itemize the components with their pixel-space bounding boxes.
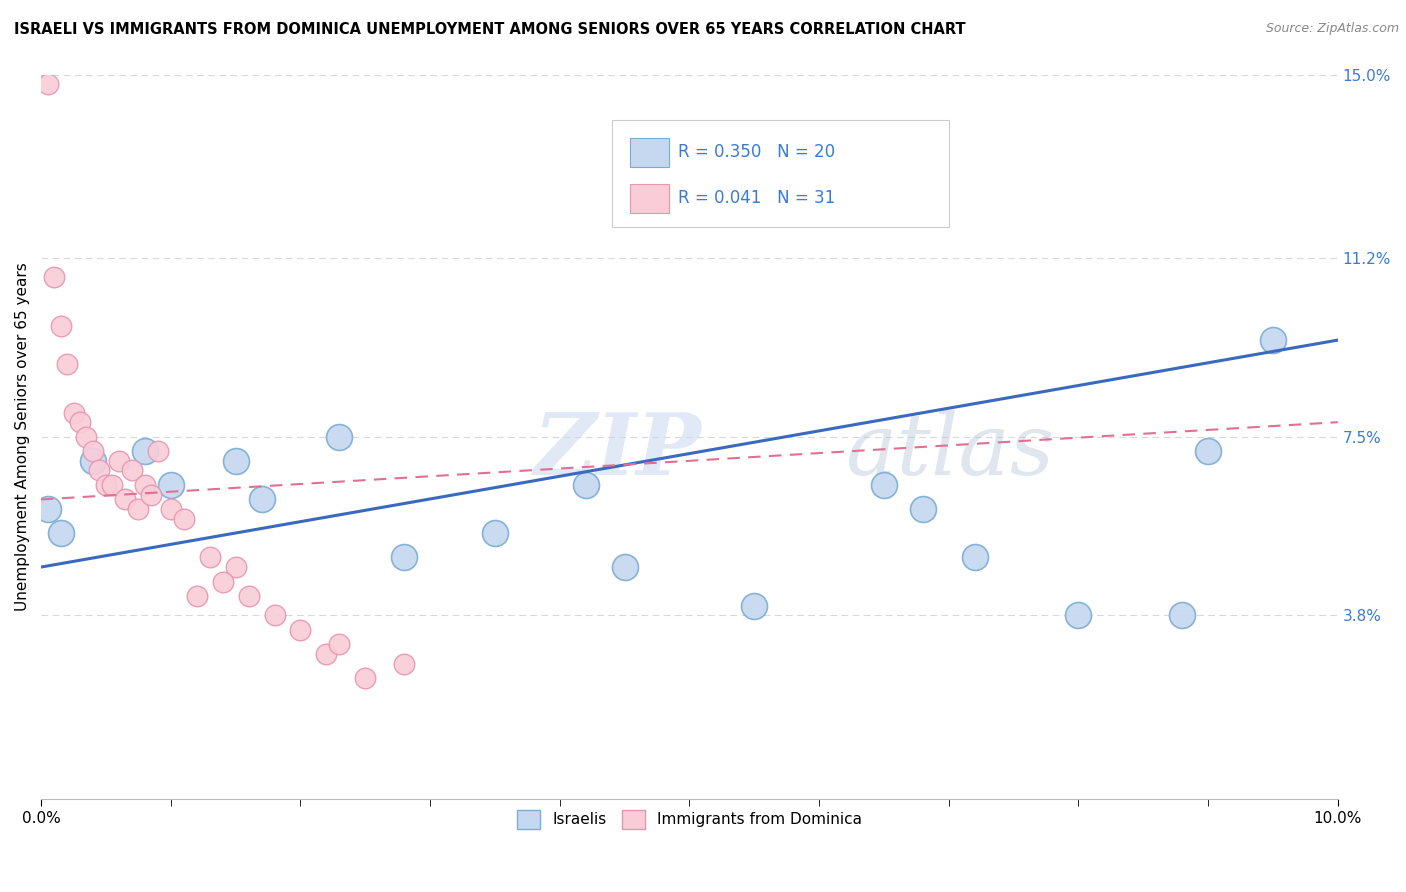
Text: atlas: atlas bbox=[845, 409, 1054, 492]
Point bbox=[101, 478, 124, 492]
Text: R = 0.350   N = 20: R = 0.350 N = 20 bbox=[678, 144, 835, 161]
Point bbox=[127, 502, 149, 516]
Point bbox=[62, 405, 84, 419]
Point bbox=[484, 526, 506, 541]
Text: Source: ZipAtlas.com: Source: ZipAtlas.com bbox=[1265, 22, 1399, 36]
Point bbox=[37, 502, 59, 516]
Point bbox=[159, 502, 181, 516]
Text: ISRAELI VS IMMIGRANTS FROM DOMINICA UNEMPLOYMENT AMONG SENIORS OVER 65 YEARS COR: ISRAELI VS IMMIGRANTS FROM DOMINICA UNEM… bbox=[14, 22, 966, 37]
Point bbox=[146, 444, 169, 458]
Point bbox=[575, 478, 598, 492]
Point bbox=[613, 560, 636, 574]
Point bbox=[238, 589, 260, 603]
Point bbox=[114, 492, 136, 507]
Point bbox=[82, 454, 104, 468]
Point bbox=[69, 415, 91, 429]
Point bbox=[173, 512, 195, 526]
Point bbox=[1261, 333, 1284, 347]
Point bbox=[392, 550, 415, 565]
Point bbox=[94, 478, 117, 492]
Point bbox=[42, 270, 65, 285]
Text: R = 0.041   N = 31: R = 0.041 N = 31 bbox=[678, 189, 835, 208]
Point bbox=[49, 318, 72, 333]
Point bbox=[315, 647, 337, 661]
Point bbox=[328, 637, 350, 651]
Point bbox=[1197, 444, 1219, 458]
Point bbox=[134, 478, 156, 492]
Point bbox=[186, 589, 208, 603]
Point bbox=[328, 430, 350, 444]
Point bbox=[211, 574, 233, 589]
Point bbox=[392, 657, 415, 671]
Point bbox=[134, 444, 156, 458]
Point bbox=[159, 478, 181, 492]
Point bbox=[82, 444, 104, 458]
Point bbox=[250, 492, 273, 507]
Point bbox=[1171, 608, 1194, 623]
Point bbox=[873, 478, 896, 492]
Point bbox=[263, 608, 285, 623]
Point bbox=[354, 671, 377, 685]
Legend: Israelis, Immigrants from Dominica: Israelis, Immigrants from Dominica bbox=[510, 804, 868, 835]
Point bbox=[108, 454, 131, 468]
Point bbox=[141, 488, 163, 502]
Point bbox=[121, 463, 143, 477]
Point bbox=[37, 77, 59, 91]
Point bbox=[198, 550, 221, 565]
Point bbox=[911, 502, 934, 516]
Point bbox=[742, 599, 765, 613]
Point bbox=[963, 550, 986, 565]
Point bbox=[76, 430, 98, 444]
Point bbox=[225, 560, 247, 574]
Point bbox=[1067, 608, 1090, 623]
Point bbox=[290, 623, 312, 637]
Point bbox=[225, 454, 247, 468]
Point bbox=[56, 357, 79, 371]
Point bbox=[49, 526, 72, 541]
Point bbox=[89, 463, 111, 477]
Y-axis label: Unemployment Among Seniors over 65 years: Unemployment Among Seniors over 65 years bbox=[15, 262, 30, 611]
Text: ZIP: ZIP bbox=[534, 409, 702, 493]
